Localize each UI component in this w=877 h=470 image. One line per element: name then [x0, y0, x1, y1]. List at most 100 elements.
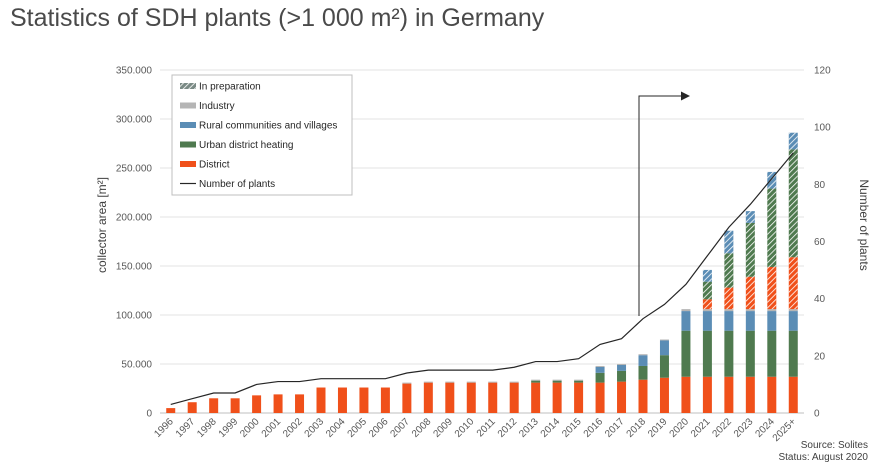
number-of-plants-line: [170, 152, 794, 406]
bar-segment: [595, 365, 605, 367]
bar-hatch: [702, 281, 712, 300]
legend-swatch: [180, 102, 196, 109]
bar-segment: [745, 311, 755, 331]
x-tick-label: 1998: [195, 416, 219, 440]
y2-tick-label: 80: [814, 180, 826, 191]
bar-hatch: [702, 269, 712, 282]
y-tick-label: 250.000: [116, 164, 153, 175]
bar-segment: [788, 330, 798, 377]
legend-swatch: [180, 141, 196, 148]
annotation-arrow-head: [681, 91, 690, 101]
bar-hatch: [788, 257, 798, 310]
bar-segment: [681, 330, 691, 377]
x-tick-label: 2019: [646, 416, 670, 440]
bar-segment: [574, 382, 584, 413]
bar-hatch: [767, 171, 777, 189]
bar-segment: [552, 382, 562, 413]
bar-segment: [788, 376, 798, 413]
x-tick-label: 2015: [560, 416, 584, 440]
bar-hatch: [767, 188, 777, 267]
x-tick-label: 2002: [281, 416, 305, 440]
y2-axis-label: Number of plants: [857, 179, 871, 270]
x-tick-label: 2000: [238, 416, 262, 440]
bar-segment: [531, 379, 541, 381]
bar-segment: [617, 364, 627, 365]
bar-segment: [402, 382, 412, 384]
x-tick-label: 2020: [668, 416, 692, 440]
bar-segment: [595, 382, 605, 413]
bar-segment: [445, 382, 455, 413]
y-tick-label: 350.000: [116, 66, 153, 77]
bar-segment: [617, 381, 627, 413]
x-tick-label: 2005: [346, 416, 370, 440]
y-tick-label: 200.000: [116, 213, 153, 224]
bar-segment: [230, 398, 240, 413]
bar-segment: [617, 370, 627, 382]
x-tick-label: 2001: [260, 416, 284, 440]
bar-segment: [166, 408, 176, 413]
bar-segment: [531, 382, 541, 413]
bar-segment: [638, 379, 648, 413]
x-tick-label: 2022: [710, 416, 734, 440]
bar-segment: [638, 354, 648, 356]
bar-segment: [724, 311, 734, 331]
bar-segment: [209, 398, 219, 413]
annotation-arrow: [638, 95, 684, 316]
bar-hatch: [767, 266, 777, 310]
x-tick-label: 1997: [174, 416, 198, 440]
bar-hatch: [702, 299, 712, 310]
bar-segment: [788, 311, 798, 331]
bar-segment: [767, 311, 777, 331]
source-note: Source: Solites Status: August 2020: [778, 440, 868, 464]
bar-segment: [702, 376, 712, 413]
bar-segment: [552, 379, 562, 381]
bar-segment: [552, 380, 562, 383]
bar-segment: [402, 383, 412, 413]
x-tick-label: 2012: [496, 416, 520, 440]
bar-segment: [659, 340, 669, 356]
bar-hatch: [745, 222, 755, 277]
x-tick-label: 2004: [324, 416, 348, 440]
legend-label: Number of plants: [199, 179, 275, 190]
y-tick-label: 300.000: [116, 115, 153, 126]
bar-segment: [595, 366, 605, 373]
legend-swatch-hatch: [180, 83, 196, 89]
bar-segment: [767, 376, 777, 413]
bar-hatch: [724, 287, 734, 310]
bar-hatch: [745, 211, 755, 223]
bar-segment: [531, 380, 541, 383]
bar-segment: [659, 377, 669, 413]
bar-segment: [745, 309, 755, 312]
legend-swatch: [180, 161, 196, 167]
y2-tick-label: 20: [814, 351, 826, 362]
legend-label: District: [199, 160, 230, 171]
y-tick-label: 50.000: [121, 360, 152, 371]
bar-hatch: [788, 132, 798, 150]
bar-segment: [745, 376, 755, 413]
y2-tick-label: 60: [814, 237, 826, 248]
x-tick-label: 2013: [517, 416, 541, 440]
bar-segment: [724, 376, 734, 413]
bar-segment: [359, 387, 369, 413]
bar-segment: [638, 355, 648, 366]
legend-box: [171, 74, 353, 196]
bar-segment: [724, 330, 734, 377]
legend-swatch: [180, 122, 196, 128]
bar-segment: [617, 364, 627, 371]
x-tick-label: 1999: [217, 416, 241, 440]
x-tick-label: 1996: [152, 416, 176, 440]
x-tick-label: 2008: [410, 416, 434, 440]
bar-hatch: [724, 230, 734, 254]
bar-segment: [316, 387, 326, 413]
y2-tick-label: 40: [814, 294, 826, 305]
bar-segment: [659, 339, 669, 341]
y-axis-label: collector area [m²]: [95, 177, 109, 273]
x-tick-label: 2009: [431, 416, 455, 440]
status-text: Status: August 2020: [778, 452, 868, 463]
x-tick-label: 2011: [475, 416, 498, 439]
x-tick-label: 2017: [603, 416, 627, 440]
bar-segment: [273, 394, 283, 413]
bar-segment: [488, 381, 498, 383]
x-tick-label: 2010: [453, 416, 477, 440]
